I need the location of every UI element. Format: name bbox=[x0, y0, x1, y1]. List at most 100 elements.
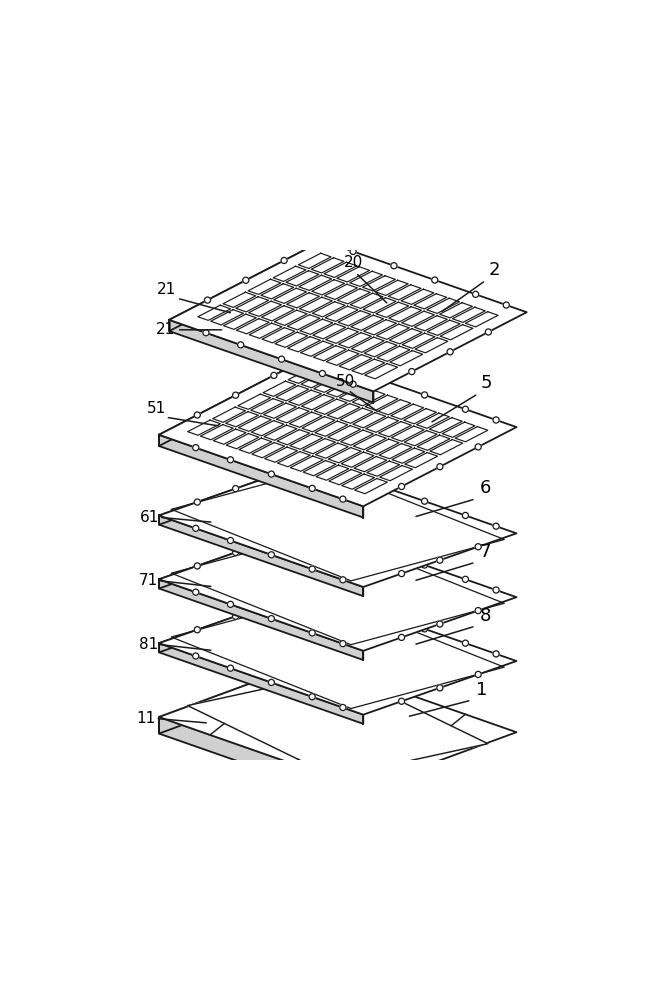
Polygon shape bbox=[159, 643, 363, 724]
Polygon shape bbox=[159, 515, 363, 596]
Polygon shape bbox=[350, 271, 382, 286]
Text: 81: 81 bbox=[139, 637, 158, 652]
Polygon shape bbox=[225, 412, 258, 427]
Polygon shape bbox=[287, 293, 320, 308]
Text: 6: 6 bbox=[480, 479, 491, 497]
Circle shape bbox=[227, 601, 233, 607]
Circle shape bbox=[309, 630, 315, 636]
Polygon shape bbox=[328, 448, 361, 463]
Circle shape bbox=[340, 641, 346, 647]
Polygon shape bbox=[226, 434, 259, 449]
Circle shape bbox=[422, 498, 428, 504]
Polygon shape bbox=[392, 448, 425, 463]
Circle shape bbox=[320, 370, 326, 377]
Polygon shape bbox=[239, 416, 272, 431]
Circle shape bbox=[463, 640, 469, 646]
Polygon shape bbox=[328, 404, 360, 419]
Polygon shape bbox=[352, 359, 385, 374]
Circle shape bbox=[281, 257, 287, 264]
Polygon shape bbox=[430, 418, 462, 433]
Polygon shape bbox=[159, 356, 312, 446]
Circle shape bbox=[271, 536, 277, 542]
Circle shape bbox=[340, 363, 346, 369]
Polygon shape bbox=[351, 337, 384, 352]
Circle shape bbox=[271, 372, 277, 378]
Circle shape bbox=[192, 525, 199, 531]
Polygon shape bbox=[169, 241, 527, 391]
Text: 7: 7 bbox=[480, 543, 491, 561]
Circle shape bbox=[203, 330, 209, 336]
Polygon shape bbox=[312, 280, 345, 295]
Circle shape bbox=[340, 496, 346, 502]
Polygon shape bbox=[353, 391, 385, 406]
Polygon shape bbox=[351, 293, 383, 308]
Polygon shape bbox=[465, 312, 498, 327]
Text: 8: 8 bbox=[480, 607, 491, 625]
Circle shape bbox=[271, 472, 277, 478]
Polygon shape bbox=[276, 386, 308, 401]
Polygon shape bbox=[354, 457, 387, 472]
Polygon shape bbox=[328, 426, 360, 441]
Circle shape bbox=[493, 417, 499, 423]
Polygon shape bbox=[414, 294, 447, 309]
Circle shape bbox=[243, 277, 249, 283]
Polygon shape bbox=[169, 241, 322, 331]
Text: 5: 5 bbox=[481, 374, 492, 392]
Polygon shape bbox=[442, 422, 475, 437]
Polygon shape bbox=[365, 364, 397, 379]
Polygon shape bbox=[288, 368, 321, 383]
Polygon shape bbox=[261, 284, 294, 299]
Polygon shape bbox=[288, 337, 320, 352]
Circle shape bbox=[475, 544, 481, 550]
Circle shape bbox=[268, 679, 274, 686]
Circle shape bbox=[463, 512, 469, 519]
Circle shape bbox=[340, 470, 346, 476]
Polygon shape bbox=[388, 285, 421, 300]
Polygon shape bbox=[159, 661, 517, 789]
Polygon shape bbox=[324, 262, 357, 277]
Circle shape bbox=[309, 566, 315, 572]
Text: 21: 21 bbox=[156, 322, 175, 337]
Circle shape bbox=[268, 471, 274, 477]
Circle shape bbox=[475, 444, 481, 450]
Polygon shape bbox=[340, 408, 373, 423]
Polygon shape bbox=[389, 307, 422, 322]
Circle shape bbox=[493, 523, 499, 529]
Polygon shape bbox=[299, 275, 331, 290]
Polygon shape bbox=[236, 297, 269, 312]
Polygon shape bbox=[402, 333, 435, 348]
Polygon shape bbox=[390, 351, 422, 366]
Circle shape bbox=[503, 302, 509, 308]
Circle shape bbox=[233, 549, 239, 556]
Polygon shape bbox=[353, 413, 386, 428]
Polygon shape bbox=[453, 307, 485, 322]
Polygon shape bbox=[302, 395, 334, 410]
Polygon shape bbox=[389, 329, 422, 344]
Polygon shape bbox=[188, 420, 220, 435]
Polygon shape bbox=[401, 289, 434, 304]
Circle shape bbox=[399, 483, 405, 490]
Polygon shape bbox=[214, 429, 246, 444]
Text: 51: 51 bbox=[147, 401, 166, 416]
Text: 21: 21 bbox=[157, 282, 176, 297]
Polygon shape bbox=[362, 276, 395, 291]
Polygon shape bbox=[379, 444, 412, 459]
Circle shape bbox=[475, 671, 481, 677]
Polygon shape bbox=[263, 381, 296, 396]
Polygon shape bbox=[264, 425, 297, 440]
Polygon shape bbox=[159, 579, 363, 660]
Polygon shape bbox=[159, 590, 312, 652]
Polygon shape bbox=[289, 390, 322, 405]
Polygon shape bbox=[264, 403, 297, 418]
Polygon shape bbox=[223, 314, 256, 329]
Polygon shape bbox=[198, 305, 231, 320]
Polygon shape bbox=[353, 435, 386, 450]
Polygon shape bbox=[376, 302, 409, 317]
Polygon shape bbox=[273, 266, 306, 281]
Circle shape bbox=[399, 698, 405, 704]
Polygon shape bbox=[415, 316, 447, 331]
Polygon shape bbox=[326, 328, 358, 343]
Polygon shape bbox=[366, 439, 399, 454]
Polygon shape bbox=[367, 461, 399, 476]
Circle shape bbox=[340, 704, 346, 711]
